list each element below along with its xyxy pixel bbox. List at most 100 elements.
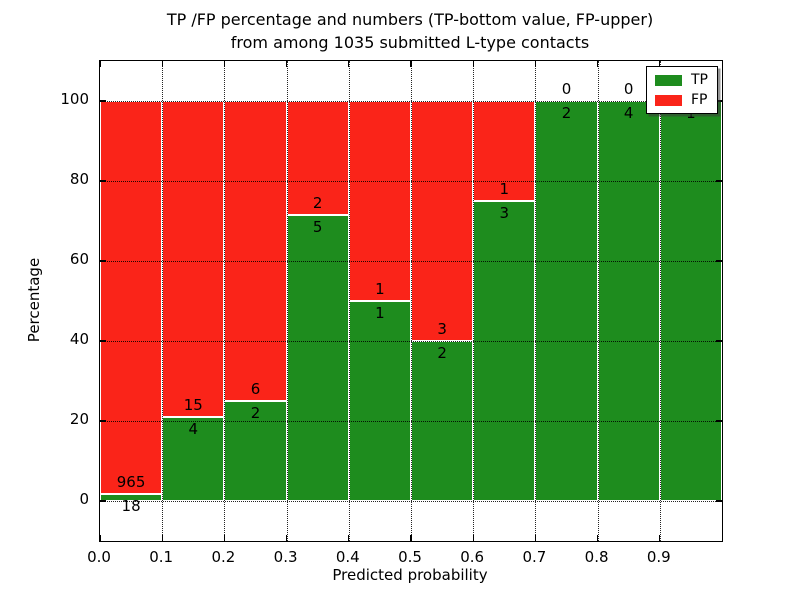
- tp-count-label: 3: [499, 204, 510, 222]
- x-tick-mark: [161, 535, 163, 541]
- x-gridline: [411, 61, 412, 541]
- bar-tp-segment: [473, 201, 536, 501]
- bar-tp-segment: [286, 215, 349, 501]
- tp-count-label: 2: [437, 344, 447, 362]
- x-gridline: [535, 61, 537, 541]
- plot-area: 965181546225113213020401: [99, 60, 723, 542]
- x-tick-label: 0.2: [211, 548, 236, 566]
- x-gridline: [348, 61, 350, 541]
- y-tick-mark: [716, 260, 722, 262]
- legend: TP FP: [646, 66, 718, 114]
- x-tick-mark: [285, 535, 288, 541]
- x-axis-label: Predicted probability: [332, 566, 488, 584]
- tp-count-label: 4: [188, 419, 199, 438]
- tp-swatch-icon: [655, 74, 682, 86]
- y-tick-label: 40: [69, 330, 89, 348]
- y-tick-mark: [716, 420, 722, 422]
- x-tick-mark: [659, 535, 661, 541]
- x-gridline: [224, 61, 226, 541]
- bar-tp-segment: [659, 101, 722, 501]
- chart-title-line1: TP /FP percentage and numbers (TP-bottom…: [166, 10, 654, 29]
- tp-count-label: 2: [561, 104, 572, 122]
- tp-count-label: 18: [121, 496, 141, 515]
- y-axis-label: Percentage: [25, 257, 43, 343]
- legend-label-tp: TP: [691, 72, 708, 88]
- fp-count-label: 0: [561, 80, 572, 98]
- x-tick-mark: [99, 535, 101, 541]
- y-tick-label: 60: [69, 250, 89, 268]
- x-tick-label: 0.6: [460, 548, 485, 566]
- y-tick-mark: [716, 500, 722, 502]
- y-tick-label: 80: [69, 170, 89, 188]
- y-tick-label: 100: [60, 90, 89, 108]
- x-tick-mark: [348, 61, 350, 67]
- y-tick-mark: [100, 180, 106, 182]
- y-tick-mark: [100, 100, 106, 102]
- y-tick-label: 20: [69, 410, 89, 428]
- x-tick-mark: [472, 61, 474, 67]
- x-tick-mark: [410, 61, 412, 67]
- bar-fp-segment: [100, 101, 163, 494]
- bar-fp-segment: [224, 101, 287, 401]
- legend-item-fp: FP: [655, 93, 708, 107]
- bar-tp-segment: [348, 301, 411, 501]
- legend-item-tp: TP: [655, 73, 708, 87]
- x-tick-mark: [472, 535, 474, 541]
- x-tick-mark: [596, 61, 599, 67]
- x-gridline: [286, 61, 288, 541]
- x-tick-label: 0.3: [273, 548, 298, 566]
- x-tick-label: 0.4: [335, 548, 360, 566]
- x-tick-mark: [223, 61, 226, 67]
- x-tick-mark: [659, 61, 661, 67]
- x-tick-mark: [348, 535, 350, 541]
- y-tick-mark: [716, 180, 722, 182]
- tp-count-label: 4: [623, 104, 634, 122]
- y-tick-mark: [100, 340, 106, 342]
- bar-tp-segment: [535, 101, 598, 501]
- legend-label-fp: FP: [691, 92, 708, 108]
- x-tick-label: 0.5: [398, 548, 422, 566]
- x-tick-mark: [410, 535, 412, 541]
- x-tick-mark: [285, 61, 288, 67]
- x-tick-mark: [534, 535, 537, 541]
- y-tick-mark: [100, 260, 106, 262]
- x-tick-mark: [223, 535, 226, 541]
- fp-count-label: 1: [375, 280, 385, 298]
- tp-count-label: 5: [312, 218, 323, 237]
- bar-tp-segment: [597, 101, 660, 501]
- x-tick-label: 0.9: [646, 548, 671, 566]
- chart-title-line2: from among 1035 submitted L-type contact…: [230, 33, 590, 52]
- y-tick-mark: [716, 340, 722, 342]
- x-gridline: [162, 61, 164, 541]
- x-tick-mark: [99, 61, 101, 67]
- y-tick-mark: [100, 500, 106, 502]
- tp-count-label: 2: [250, 404, 261, 422]
- fp-count-label: 6: [250, 380, 261, 398]
- y-tick-mark: [716, 100, 722, 102]
- fp-count-label: 1: [499, 180, 510, 198]
- tp-count-label: 1: [375, 304, 385, 322]
- y-tick-label: 0: [79, 490, 89, 508]
- x-tick-label: 0.0: [87, 548, 111, 566]
- fp-count-label: 965: [116, 472, 146, 491]
- x-tick-mark: [161, 61, 163, 67]
- chart-title: TP /FP percentage and numbers (TP-bottom…: [99, 8, 721, 54]
- bar-tp-segment: [162, 416, 225, 501]
- bar-tp-segment: [100, 493, 163, 501]
- bar-fp-segment: [411, 101, 474, 341]
- x-tick-mark: [534, 61, 537, 67]
- x-gridline: [597, 61, 599, 541]
- x-tick-mark: [596, 535, 599, 541]
- bar-fp-segment: [162, 101, 225, 417]
- y-tick-mark: [100, 420, 106, 422]
- bar-fp-segment: [348, 101, 411, 301]
- x-gridline: [473, 61, 475, 541]
- fp-count-label: 15: [183, 395, 203, 414]
- x-tick-label: 0.8: [584, 548, 609, 566]
- fp-count-label: 3: [437, 320, 447, 338]
- fp-swatch-icon: [655, 94, 682, 106]
- fp-count-label: 0: [623, 80, 634, 98]
- fp-count-label: 2: [312, 194, 323, 213]
- x-tick-label: 0.7: [522, 548, 547, 566]
